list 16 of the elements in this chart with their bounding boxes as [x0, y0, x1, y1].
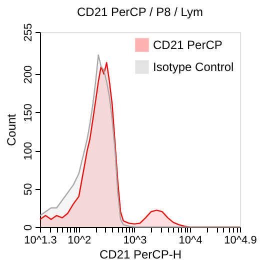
y-tick-label: 50 — [22, 183, 34, 196]
y-tick-label: 200 — [22, 65, 34, 84]
x-tick-label: 10^4 — [178, 234, 202, 246]
chart-title: CD21 PerCP / P8 / Lym — [76, 4, 204, 19]
y-tick-label: 150 — [22, 104, 34, 122]
y-tick-label: 255 — [22, 23, 34, 42]
x-tick-label: 10^3 — [123, 234, 147, 246]
x-tick-label: 10^2 — [68, 234, 92, 246]
x-tick-label: 10^1.3 — [24, 234, 57, 246]
legend-label: CD21 PerCP — [153, 38, 222, 52]
x-tick-label: 10^4.9 — [224, 234, 257, 246]
x-axis-title: CD21 PerCP-H — [99, 248, 182, 262]
y-tick-label: 0 — [22, 224, 34, 231]
y-tick-label: 100 — [22, 142, 34, 160]
y-axis-title: Count — [4, 113, 18, 146]
legend-label: Isotype Control — [153, 60, 234, 74]
